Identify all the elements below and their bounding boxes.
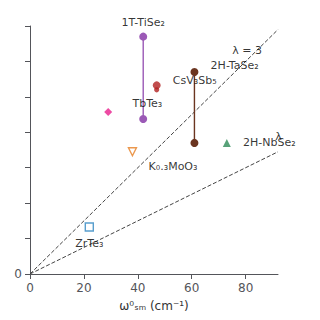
svg-text:TbTe₃: TbTe₃ xyxy=(131,97,162,110)
svg-text:ZrTe₃: ZrTe₃ xyxy=(75,237,103,250)
svg-text:2H-NbSe₂: 2H-NbSe₂ xyxy=(243,136,296,149)
svg-text:λ = 3: λ = 3 xyxy=(232,44,262,57)
svg-text:CsV₃Sb₅: CsV₃Sb₅ xyxy=(173,74,217,87)
svg-text:0: 0 xyxy=(14,267,22,281)
svg-text:1T-TiSe₂: 1T-TiSe₂ xyxy=(122,16,165,29)
svg-text:2H-TaSe₂: 2H-TaSe₂ xyxy=(211,59,259,72)
svg-text:ω⁰ₛₘ (cm⁻¹): ω⁰ₛₘ (cm⁻¹) xyxy=(119,299,188,313)
svg-text:80: 80 xyxy=(238,281,253,295)
svg-text:40: 40 xyxy=(130,281,145,295)
svg-text:20: 20 xyxy=(76,281,91,295)
svg-text:K₀.₃MoO₃: K₀.₃MoO₃ xyxy=(149,160,198,173)
svg-text:60: 60 xyxy=(184,281,199,295)
svg-text:0: 0 xyxy=(26,281,34,295)
